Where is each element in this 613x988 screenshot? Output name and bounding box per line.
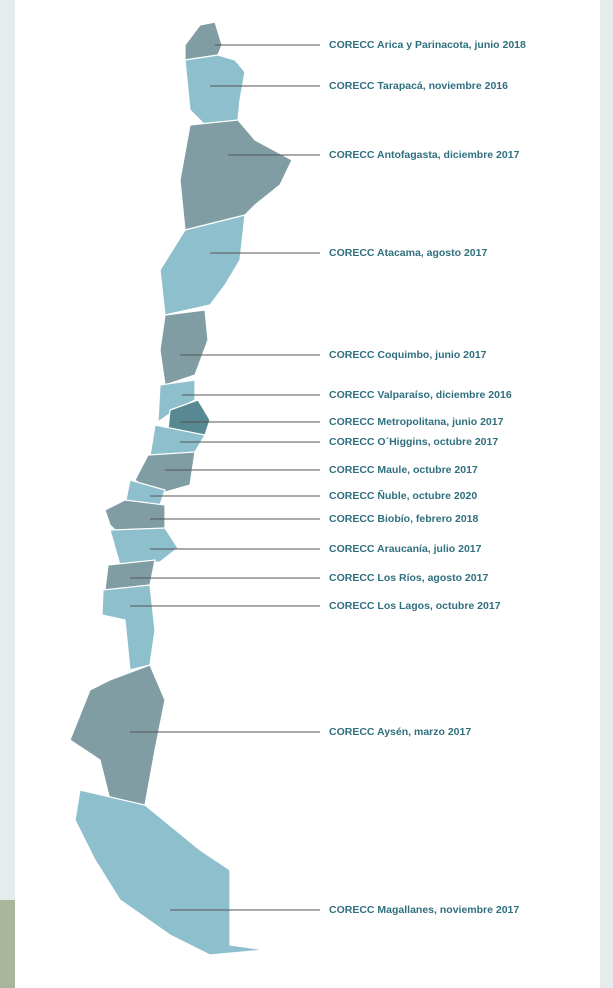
labels: CORECC Arica y Parinacota, junio 2018 COR… (130, 39, 526, 916)
region (159, 214, 246, 316)
region-label: CORECC Maule, octubre 2017 (329, 464, 478, 476)
region-label: CORECC Los Lagos, octubre 2017 (329, 600, 501, 612)
region-label: CORECC Ñuble, octubre 2020 (329, 489, 477, 502)
region (109, 527, 179, 566)
region (179, 119, 293, 231)
region-label: CORECC Arica y Parinacota, junio 2018 (329, 39, 526, 51)
region-label: CORECC Biobío, febrero 2018 (329, 513, 479, 525)
region-label: CORECC Magallanes, noviembre 2017 (329, 904, 519, 916)
region-label: CORECC O´Higgins, octubre 2017 (329, 436, 498, 448)
region (134, 451, 196, 496)
region-label: CORECC Metropolitana, junio 2017 (329, 416, 504, 428)
region-label: CORECC Coquimbo, junio 2017 (329, 349, 487, 361)
region-label: CORECC Araucanía, julio 2017 (329, 543, 482, 555)
region (184, 54, 246, 126)
region-label: CORECC Antofagasta, diciembre 2017 (329, 149, 520, 161)
regions (69, 21, 293, 956)
region (159, 309, 209, 386)
region-label: CORECC Valparaíso, diciembre 2016 (329, 389, 512, 401)
region-label: CORECC Tarapacá, noviembre 2016 (329, 80, 508, 92)
region (167, 399, 211, 436)
region-label: CORECC Los Ríos, agosto 2017 (329, 572, 488, 584)
region-label: CORECC Aysén, marzo 2017 (329, 726, 471, 738)
region-label: CORECC Atacama, agosto 2017 (329, 247, 487, 259)
region (74, 789, 266, 956)
